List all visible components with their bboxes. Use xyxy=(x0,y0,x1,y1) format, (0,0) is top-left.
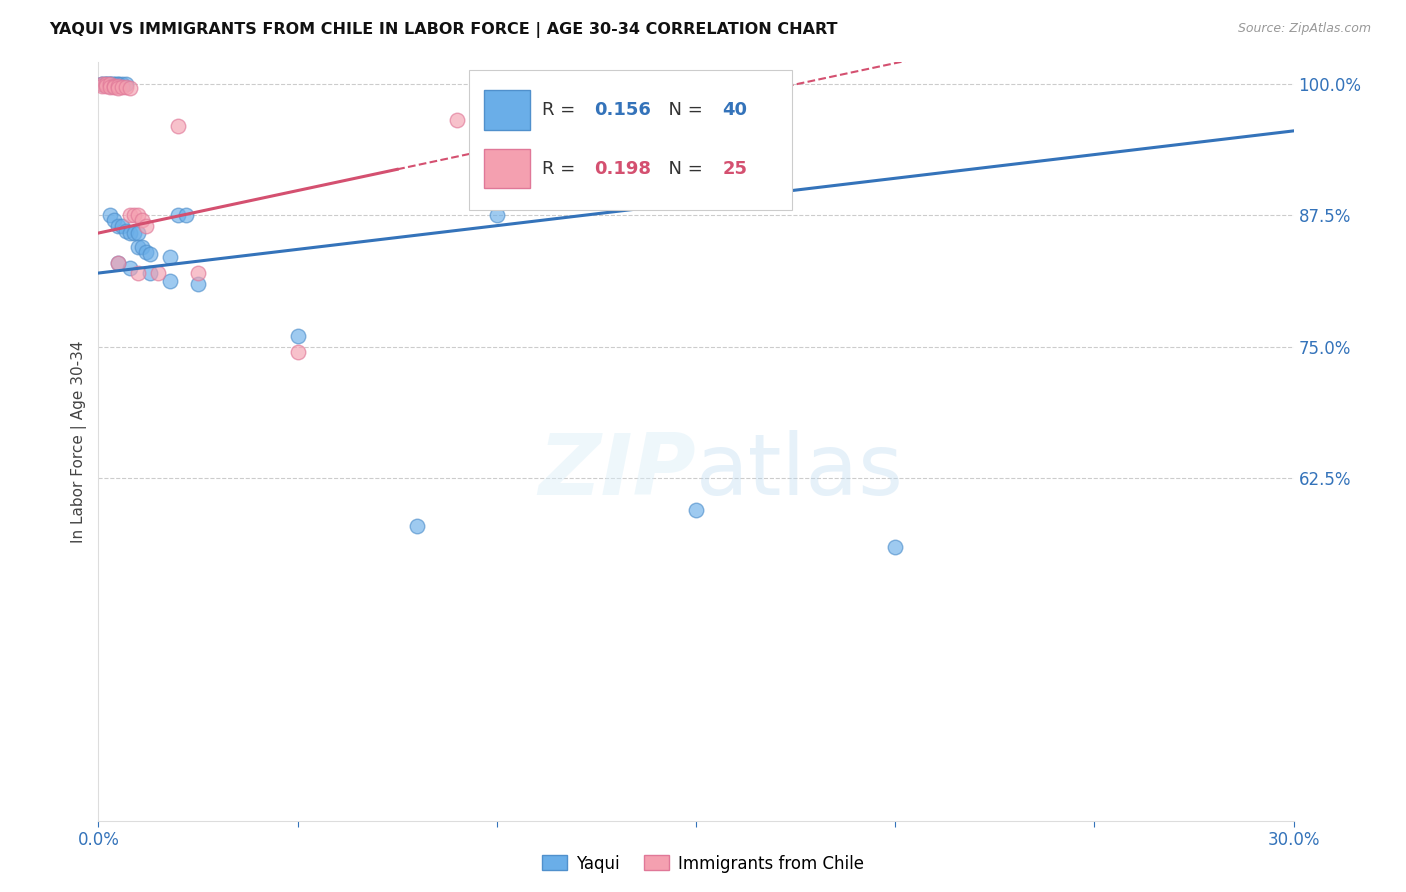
Text: 0.156: 0.156 xyxy=(595,101,651,120)
Text: Source: ZipAtlas.com: Source: ZipAtlas.com xyxy=(1237,22,1371,36)
Point xyxy=(287,345,309,359)
Text: 25: 25 xyxy=(723,160,747,178)
Point xyxy=(159,275,181,289)
Point xyxy=(107,219,129,233)
Point xyxy=(98,78,122,93)
Point xyxy=(115,79,138,94)
Legend: Yaqui, Immigrants from Chile: Yaqui, Immigrants from Chile xyxy=(536,848,870,880)
Text: YAQUI VS IMMIGRANTS FROM CHILE IN LABOR FORCE | AGE 30-34 CORRELATION CHART: YAQUI VS IMMIGRANTS FROM CHILE IN LABOR … xyxy=(49,22,838,38)
Point xyxy=(103,77,125,91)
Point xyxy=(120,208,142,222)
Point xyxy=(884,540,907,554)
Point xyxy=(91,77,114,91)
Point xyxy=(107,255,129,269)
Point xyxy=(131,240,153,254)
Point xyxy=(115,77,138,91)
Point xyxy=(103,213,125,227)
Point xyxy=(135,219,157,233)
Text: 0.198: 0.198 xyxy=(595,160,651,178)
Point xyxy=(96,77,118,91)
Text: ZIP: ZIP xyxy=(538,430,696,514)
Point xyxy=(127,208,149,222)
Text: R =: R = xyxy=(541,160,581,178)
Point xyxy=(111,77,134,91)
Point xyxy=(115,224,138,238)
Point xyxy=(96,77,118,91)
Point xyxy=(98,208,122,222)
Point xyxy=(111,79,134,94)
Text: 40: 40 xyxy=(723,101,747,120)
Point xyxy=(127,266,149,280)
Point xyxy=(103,79,125,94)
FancyBboxPatch shape xyxy=(470,70,792,211)
Point xyxy=(167,119,190,133)
Point xyxy=(446,113,468,128)
Text: R =: R = xyxy=(541,101,581,120)
Point xyxy=(98,79,122,94)
Point xyxy=(148,266,170,280)
Text: N =: N = xyxy=(657,160,709,178)
Point xyxy=(107,77,129,91)
Point xyxy=(91,77,114,91)
Point xyxy=(120,226,142,240)
Point xyxy=(127,240,149,254)
Point xyxy=(167,208,190,222)
Point xyxy=(98,77,122,91)
Point xyxy=(103,77,125,91)
Point xyxy=(159,250,181,264)
Point xyxy=(287,329,309,343)
Point xyxy=(120,80,142,95)
Bar xyxy=(485,149,530,188)
Point xyxy=(174,208,197,222)
Point xyxy=(91,78,114,93)
Y-axis label: In Labor Force | Age 30-34: In Labor Force | Age 30-34 xyxy=(72,340,87,543)
Point xyxy=(96,78,118,93)
Point xyxy=(98,77,122,91)
Bar xyxy=(485,90,530,130)
Point xyxy=(107,78,129,93)
Point xyxy=(139,247,162,261)
Point xyxy=(135,244,157,259)
Point xyxy=(98,77,122,91)
Point xyxy=(98,77,122,91)
Point xyxy=(124,208,146,222)
Point xyxy=(107,255,129,269)
Point xyxy=(96,77,118,91)
Point xyxy=(91,77,114,91)
Point xyxy=(127,226,149,240)
Point xyxy=(103,78,125,93)
Point xyxy=(107,80,129,95)
Text: atlas: atlas xyxy=(696,430,904,514)
Point xyxy=(131,213,153,227)
Point xyxy=(111,219,134,233)
Point xyxy=(685,503,707,517)
Point xyxy=(107,77,129,91)
Point xyxy=(485,208,508,222)
Point xyxy=(406,518,429,533)
Point xyxy=(96,77,118,91)
Text: N =: N = xyxy=(657,101,709,120)
Point xyxy=(124,226,146,240)
Point xyxy=(139,266,162,280)
Point xyxy=(187,266,209,280)
Point xyxy=(120,260,142,275)
Point xyxy=(187,277,209,291)
